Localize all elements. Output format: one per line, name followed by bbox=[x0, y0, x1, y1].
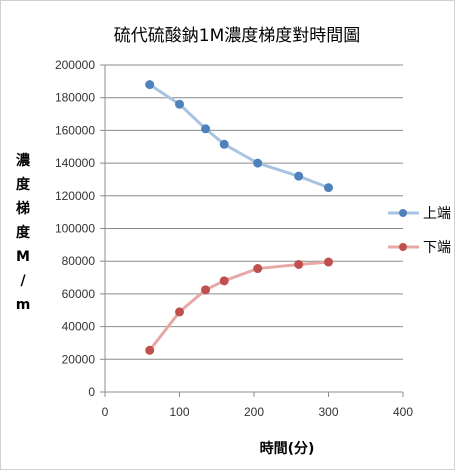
y-tick-label: 120000 bbox=[55, 189, 95, 203]
data-point bbox=[325, 258, 333, 266]
legend-marker-0 bbox=[399, 209, 407, 217]
legend-marker-1 bbox=[399, 243, 407, 251]
data-point bbox=[325, 184, 333, 192]
y-axis-title-char: m bbox=[16, 297, 31, 313]
chart-title: 硫代硫酸鈉1M濃度梯度對時間圖 bbox=[114, 26, 360, 46]
y-tick-label: 200000 bbox=[55, 58, 95, 72]
y-tick-label: 40000 bbox=[62, 320, 96, 334]
data-point bbox=[295, 260, 303, 268]
data-point bbox=[146, 81, 154, 89]
x-tick-label: 100 bbox=[169, 405, 189, 419]
gridlines bbox=[105, 65, 403, 359]
y-tick-label: 60000 bbox=[62, 287, 96, 301]
y-tick-label: 80000 bbox=[62, 254, 96, 268]
y-tick-label: 20000 bbox=[62, 352, 96, 366]
y-tick-label: 100000 bbox=[55, 222, 95, 236]
data-point bbox=[220, 140, 228, 148]
data-point bbox=[295, 172, 303, 180]
y-axis-title-char: 度 bbox=[16, 224, 31, 241]
y-axis-title-char: M bbox=[16, 249, 30, 265]
y-tick-label: 0 bbox=[88, 385, 95, 399]
x-tick-label: 200 bbox=[244, 405, 264, 419]
series-line-0 bbox=[150, 85, 329, 188]
data-point bbox=[176, 308, 184, 316]
series-line-1 bbox=[150, 262, 329, 350]
y-tick-label: 160000 bbox=[55, 123, 95, 137]
data-point bbox=[254, 159, 262, 167]
axes bbox=[100, 65, 403, 397]
y-tick-labels: 0 20000 40000 60000 80000 100000 120000 140000 1… bbox=[55, 58, 95, 399]
x-tick-label: 300 bbox=[318, 405, 338, 419]
data-point bbox=[220, 277, 228, 285]
legend-label-0: 上端 bbox=[423, 206, 451, 222]
data-point bbox=[202, 286, 210, 294]
y-axis-title-char: / bbox=[20, 273, 26, 289]
x-tick-labels: 0 100 200 300 400 bbox=[102, 405, 414, 419]
x-tick-label: 400 bbox=[393, 405, 413, 419]
y-axis-title-char: 梯 bbox=[16, 200, 30, 217]
data-point bbox=[146, 346, 154, 354]
x-tick-label: 0 bbox=[102, 405, 109, 419]
data-point bbox=[202, 125, 210, 133]
y-axis-title-char: 濃 bbox=[16, 152, 31, 169]
x-axis-title: 時間(分) bbox=[260, 440, 315, 457]
y-tick-label: 180000 bbox=[55, 91, 95, 105]
y-tick-label: 140000 bbox=[55, 156, 95, 170]
data-point bbox=[254, 265, 262, 273]
data-point bbox=[176, 100, 184, 108]
y-axis-title-char: 度 bbox=[16, 176, 31, 193]
series-group bbox=[146, 81, 333, 355]
legend-label-1: 下端 bbox=[423, 240, 451, 256]
